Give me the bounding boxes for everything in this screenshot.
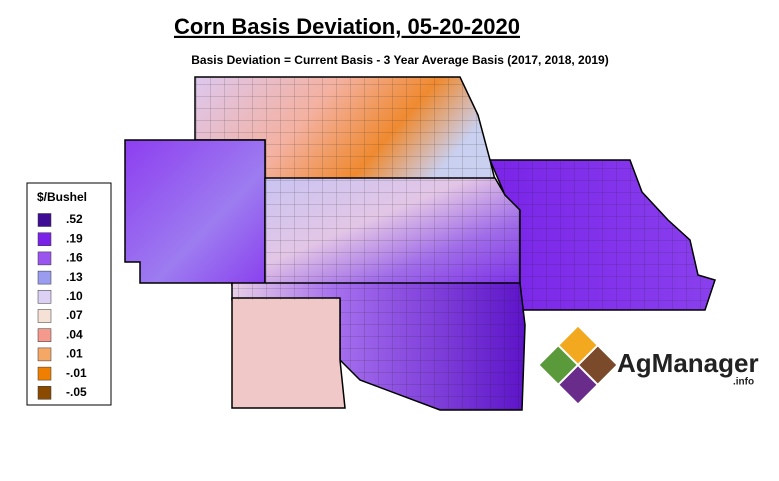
legend-swatch <box>37 328 52 342</box>
legend-label: .10 <box>66 289 83 303</box>
title: Corn Basis Deviation, 05-20-2020 <box>174 14 520 39</box>
legend-label: .19 <box>66 231 83 245</box>
legend-label: -.01 <box>66 366 87 380</box>
legend-label: .52 <box>66 212 83 226</box>
legend-swatch <box>37 232 52 246</box>
legend: $/Bushel .52 .19 .16 .13 .10 .07 .04 .01 -.01 -.0… <box>26 182 112 406</box>
legend-label: .16 <box>66 251 83 265</box>
legend-swatch <box>37 213 52 227</box>
legend-title: $/Bushel <box>37 190 87 204</box>
legend-label: .04 <box>66 327 83 341</box>
counties <box>195 77 715 410</box>
logo: AgManager .info <box>539 325 760 405</box>
subtitle: Basis Deviation = Current Basis - 3 Year… <box>191 53 608 67</box>
legend-swatch <box>37 366 52 381</box>
legend-swatch <box>37 347 52 362</box>
legend-items: .52 .19 .16 .13 .10 .07 .04 .01 -.01 -.05 <box>37 212 87 400</box>
legend-label: .01 <box>66 347 83 361</box>
legend-swatch <box>37 386 52 400</box>
legend-label: .13 <box>66 270 83 284</box>
legend-label: -.05 <box>66 385 87 399</box>
logo-suffix: .info <box>733 377 754 388</box>
legend-swatch <box>37 270 52 285</box>
legend-swatch <box>37 251 52 266</box>
legend-swatch <box>37 309 52 323</box>
logo-name: AgManager <box>617 348 759 378</box>
legend-label: .07 <box>66 308 83 322</box>
legend-swatch <box>37 290 52 304</box>
